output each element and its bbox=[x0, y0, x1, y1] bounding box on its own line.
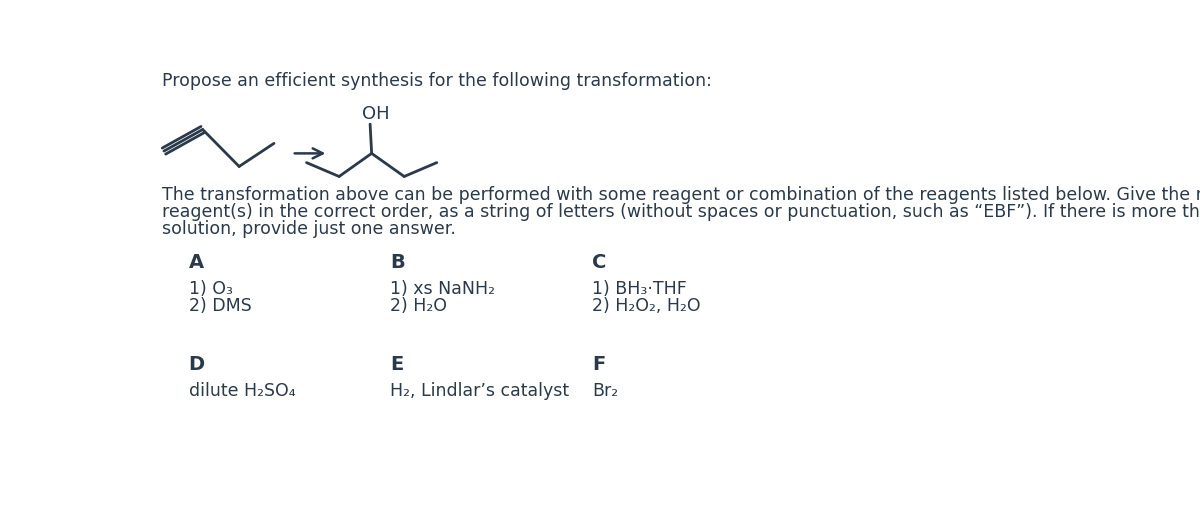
Text: 1) xs NaNH₂: 1) xs NaNH₂ bbox=[390, 280, 496, 299]
Text: reagent(s) in the correct order, as a string of letters (without spaces or punct: reagent(s) in the correct order, as a st… bbox=[162, 203, 1200, 221]
Text: F: F bbox=[592, 355, 605, 374]
Text: Br₂: Br₂ bbox=[592, 382, 618, 400]
Text: 2) H₂O₂, H₂O: 2) H₂O₂, H₂O bbox=[592, 297, 701, 315]
Text: 2) DMS: 2) DMS bbox=[188, 297, 252, 315]
Text: dilute H₂SO₄: dilute H₂SO₄ bbox=[188, 382, 295, 400]
Text: Propose an efficient synthesis for the following transformation:: Propose an efficient synthesis for the f… bbox=[162, 72, 712, 90]
Text: D: D bbox=[188, 355, 205, 374]
Text: The transformation above can be performed with some reagent or combination of th: The transformation above can be performe… bbox=[162, 185, 1200, 204]
Text: 2) H₂O: 2) H₂O bbox=[390, 297, 448, 315]
Text: 1) O₃: 1) O₃ bbox=[188, 280, 233, 299]
Text: C: C bbox=[592, 254, 606, 272]
Text: B: B bbox=[390, 254, 406, 272]
Text: OH: OH bbox=[362, 105, 390, 122]
Text: solution, provide just one answer.: solution, provide just one answer. bbox=[162, 219, 456, 238]
Text: 1) BH₃·THF: 1) BH₃·THF bbox=[592, 280, 686, 299]
Text: H₂, Lindlar’s catalyst: H₂, Lindlar’s catalyst bbox=[390, 382, 569, 400]
Text: E: E bbox=[390, 355, 403, 374]
Text: A: A bbox=[188, 254, 204, 272]
